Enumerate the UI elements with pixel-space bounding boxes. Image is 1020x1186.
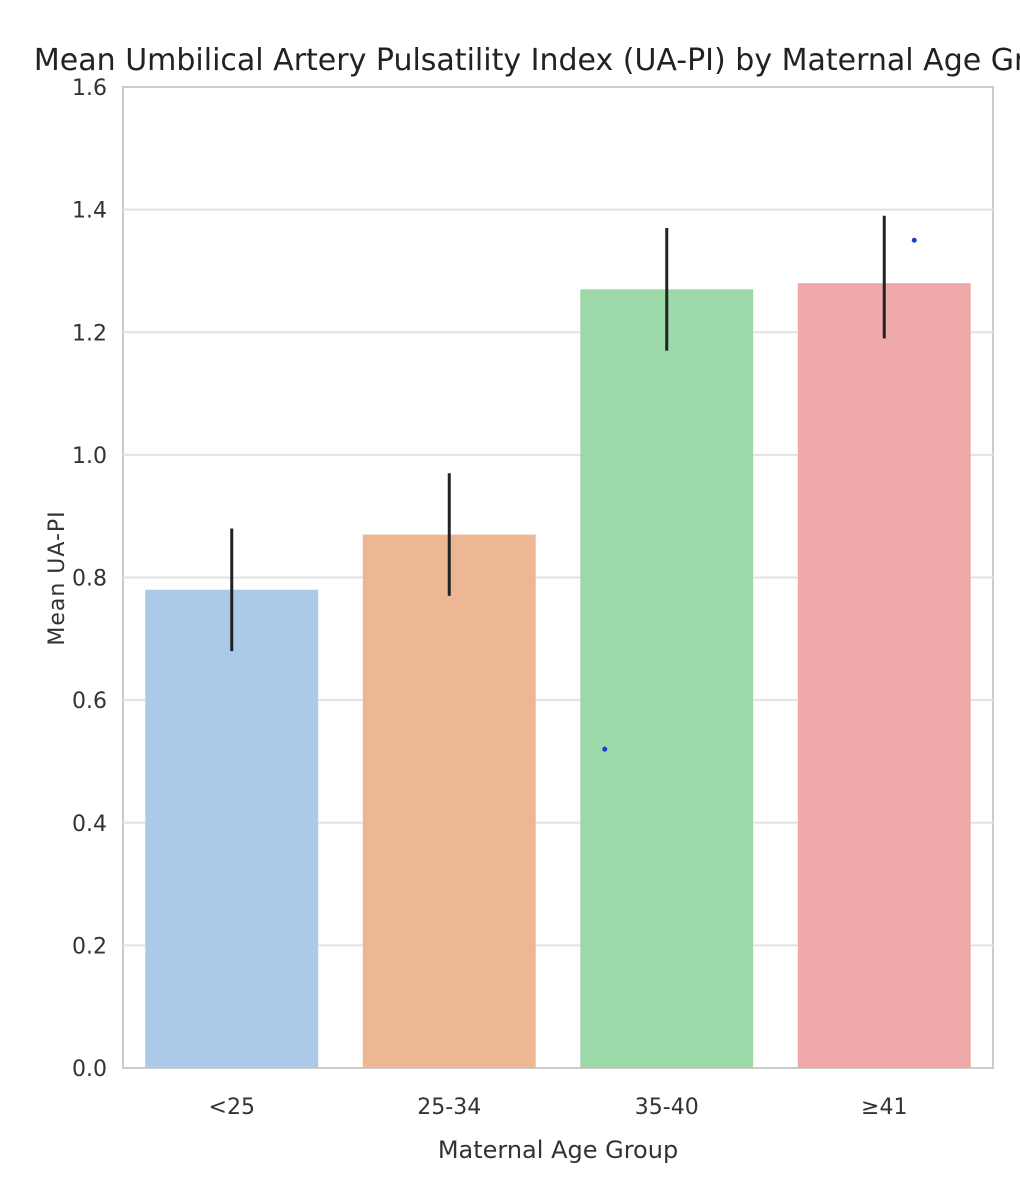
error-bars [230,215,886,652]
outlier-points [602,237,917,752]
y-tick-label: 0.0 [72,1057,107,1082]
bar [145,589,319,1068]
y-axis-label: Mean UA-PI [45,510,70,645]
y-tick-label: 1.6 [72,76,107,101]
y-tick-label: 0.6 [72,689,107,714]
y-tick-label: 1.2 [72,321,107,346]
y-tick-label: 0.4 [72,812,107,837]
outlier-point [911,237,917,243]
bar [362,534,536,1068]
y-tick-labels: 0.0 0.2 0.4 0.6 0.8 1.0 1.2 1.4 1.6 [72,76,107,1082]
y-tick-label: 1.0 [72,444,107,469]
y-tick-label: 0.8 [72,567,107,592]
x-tick-label: <25 [209,1095,255,1120]
outlier-point [602,746,608,752]
bar [580,289,754,1068]
bars [145,283,971,1068]
x-axis-label: Maternal Age Group [438,1136,678,1164]
x-tick-label: 35-40 [635,1095,699,1120]
y-tick-label: 1.4 [72,199,107,224]
y-tick-label: 0.2 [72,934,107,959]
chart-title: Mean Umbilical Artery Pulsatility Index … [34,43,1020,78]
x-tick-label: ≥41 [861,1095,907,1120]
bar [797,283,971,1068]
x-tick-labels: <25 25-34 35-40 ≥41 [209,1095,908,1120]
x-tick-label: 25-34 [417,1095,481,1120]
